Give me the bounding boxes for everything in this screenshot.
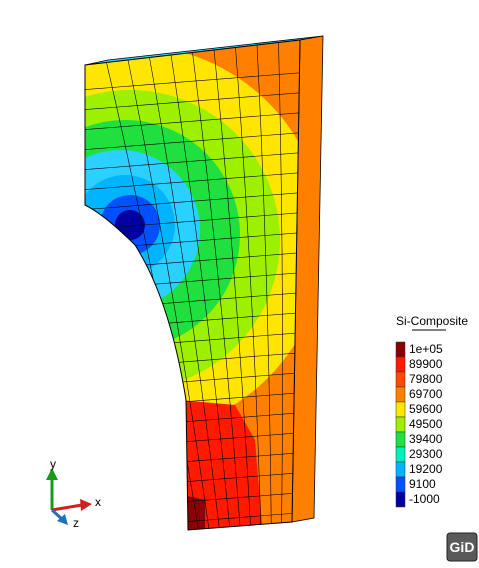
- legend-label: 39400: [409, 432, 443, 446]
- legend-swatch: [395, 431, 406, 448]
- legend-swatch: [395, 401, 406, 418]
- legend-label: 59600: [409, 402, 443, 416]
- mesh-line: [149, 57, 220, 528]
- legend-label: 49500: [409, 417, 443, 431]
- axis-triad: y x z: [46, 457, 101, 530]
- mesh-line: [85, 71, 300, 91]
- mesh-line: [127, 59, 210, 529]
- legend-label: -1000: [409, 492, 440, 506]
- legend-swatch: [395, 356, 406, 373]
- mesh-line: [213, 49, 251, 526]
- axis-label: z: [73, 516, 79, 530]
- legend-swatch: [395, 461, 406, 478]
- mesh-line: [85, 131, 300, 151]
- legend-label: 9100: [409, 477, 436, 491]
- legend-label: 29300: [409, 447, 443, 461]
- legend-label: 19200: [409, 462, 443, 476]
- legend-label: 79800: [409, 372, 443, 386]
- mesh-line: [278, 42, 283, 523]
- mesh-line: [235, 47, 262, 525]
- logo-text: GiD: [450, 539, 475, 555]
- legend-swatch: [395, 416, 406, 433]
- logo: GiD: [446, 532, 478, 562]
- mesh-line: [192, 52, 241, 527]
- legend-label: 69700: [409, 387, 443, 401]
- legend-swatch: [395, 491, 406, 508]
- model: [84, 35, 324, 531]
- mesh-line: [85, 211, 300, 231]
- mesh-line: [85, 91, 300, 111]
- mesh-line: [85, 191, 300, 211]
- mesh-line: [170, 54, 230, 527]
- mesh-line: [85, 171, 300, 191]
- axis-label: x: [95, 495, 101, 509]
- legend-label: 89900: [409, 357, 443, 371]
- mesh-line: [256, 44, 272, 524]
- legend: Si-Composite 1e+058990079800697005960049…: [395, 314, 468, 508]
- legend-label: 1e+05: [409, 342, 443, 356]
- legend-swatch: [395, 371, 406, 388]
- legend-swatch: [395, 386, 406, 403]
- mesh-line: [85, 151, 300, 171]
- axis-label: y: [50, 457, 56, 471]
- legend-swatch: [395, 476, 406, 493]
- mesh-line: [85, 111, 300, 131]
- legend-swatch: [395, 446, 406, 463]
- legend-swatch: [395, 341, 406, 358]
- legend-title: Si-Composite: [396, 314, 468, 328]
